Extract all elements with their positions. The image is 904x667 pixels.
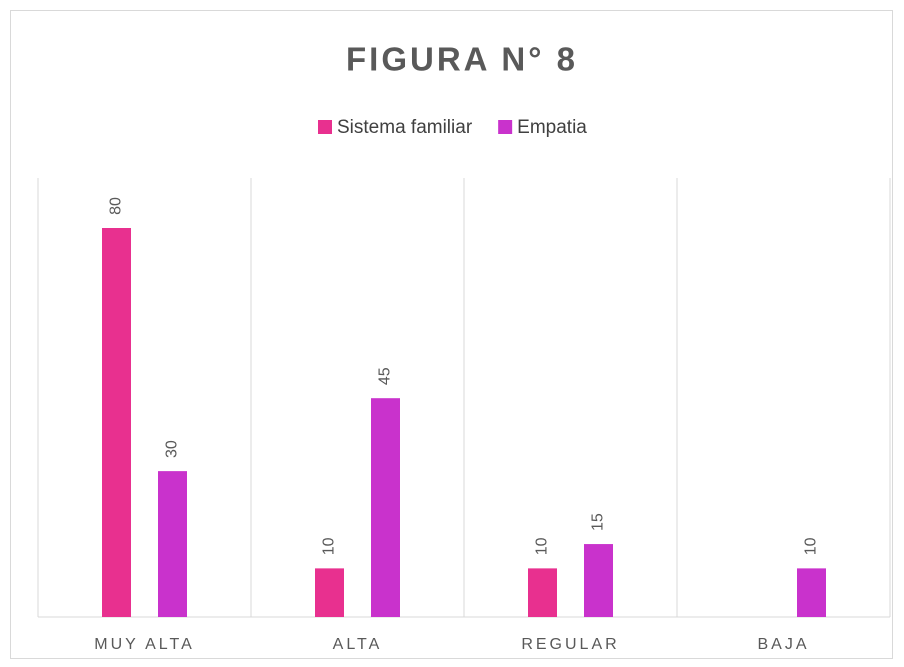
data-label: 15 — [590, 513, 607, 531]
bar — [584, 544, 613, 617]
legend-swatch — [498, 120, 513, 134]
data-label: 80 — [108, 197, 125, 215]
chart-title: FIGURA N° 8 — [346, 41, 578, 78]
data-label: 45 — [377, 367, 394, 385]
data-label: 30 — [164, 440, 181, 458]
x-tick-label: MUY ALTA — [94, 636, 194, 653]
x-tick-label: ALTA — [333, 636, 383, 653]
x-tick-label: REGULAR — [521, 636, 619, 653]
legend-label: Sistema familiar — [337, 117, 473, 138]
bar — [528, 568, 557, 617]
bar — [315, 568, 344, 617]
x-tick-label: BAJA — [757, 636, 809, 653]
legend-label: Empatia — [517, 117, 587, 138]
bar — [797, 568, 826, 617]
chart-frame — [10, 10, 893, 659]
data-label: 10 — [534, 537, 551, 555]
data-label: 10 — [321, 537, 338, 555]
bar — [102, 228, 131, 617]
bar — [158, 471, 187, 617]
bar — [371, 398, 400, 617]
data-label: 10 — [803, 537, 820, 555]
legend-swatch — [318, 120, 332, 134]
